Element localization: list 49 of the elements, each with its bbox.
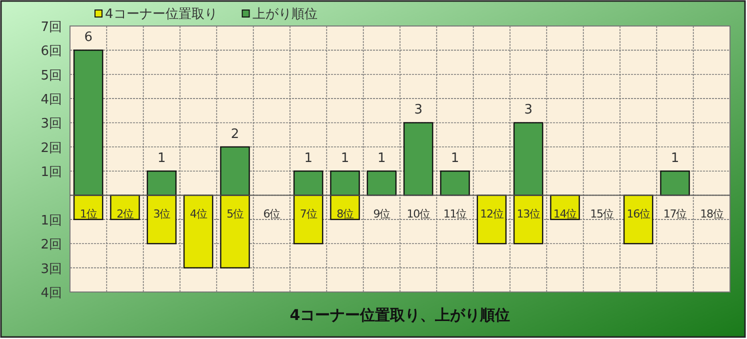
- y-tick-label: 3回: [40, 262, 62, 277]
- y-tick-label: 7回: [40, 20, 62, 35]
- x-tick-label: 5位: [226, 207, 244, 220]
- x-tick-label: 14位: [553, 207, 578, 220]
- x-tick-label: 2位: [116, 207, 134, 220]
- data-label: 1: [158, 151, 166, 166]
- x-tick-label: 1位: [80, 207, 98, 220]
- x-tick-label: 11位: [443, 207, 468, 220]
- x-tick-label: 16位: [626, 207, 651, 220]
- data-label: 3: [524, 102, 532, 118]
- bar: [476, 194, 507, 244]
- data-label: 1: [378, 151, 386, 166]
- data-label: 6: [84, 30, 92, 46]
- legend-label: 4コーナー位置取り: [105, 7, 218, 22]
- x-tick-label: 10位: [406, 207, 431, 220]
- bar: [623, 194, 654, 244]
- x-tick-label: 15位: [590, 207, 614, 220]
- x-tick-label: 9位: [373, 207, 391, 220]
- x-tick-label: 7位: [300, 207, 318, 220]
- y-tick-label: 3回: [40, 116, 62, 132]
- y-tick-label: 4回: [40, 92, 62, 108]
- bar: [440, 170, 470, 196]
- x-tick-label: 4位: [190, 207, 208, 220]
- x-tick-label: 13位: [516, 207, 541, 220]
- x-tick-label: 3位: [153, 207, 171, 220]
- x-tick-label: 6位: [263, 207, 281, 220]
- x-tick-label: 12位: [480, 207, 504, 220]
- y-tick-label: 6回: [40, 44, 62, 60]
- y-tick-label: 1回: [40, 213, 62, 228]
- bar: [660, 170, 690, 196]
- x-tick-label: 17位: [663, 207, 688, 220]
- legend-label: 上がり順位: [252, 7, 318, 22]
- x-tick-label: 8位: [336, 207, 354, 220]
- y-tick-label: 5回: [40, 68, 62, 84]
- y-tick-label: 2回: [40, 140, 62, 156]
- x-tick-label: 18位: [700, 207, 724, 220]
- data-label: 2: [230, 126, 240, 142]
- data-label: 1: [340, 151, 350, 166]
- data-label: 1: [450, 151, 460, 166]
- y-tick-label: 1回: [40, 165, 62, 180]
- text: 4コーナー位置取り、上がり順位: [290, 306, 510, 324]
- data-label: 1: [304, 151, 312, 166]
- bar: [366, 170, 397, 196]
- y-tick-label: 4回: [40, 286, 62, 301]
- data-label: 1: [670, 151, 680, 166]
- y-tick-label: 2回: [40, 238, 62, 253]
- bar: [403, 122, 434, 196]
- data-label: 3: [414, 102, 422, 118]
- bar: [183, 194, 214, 268]
